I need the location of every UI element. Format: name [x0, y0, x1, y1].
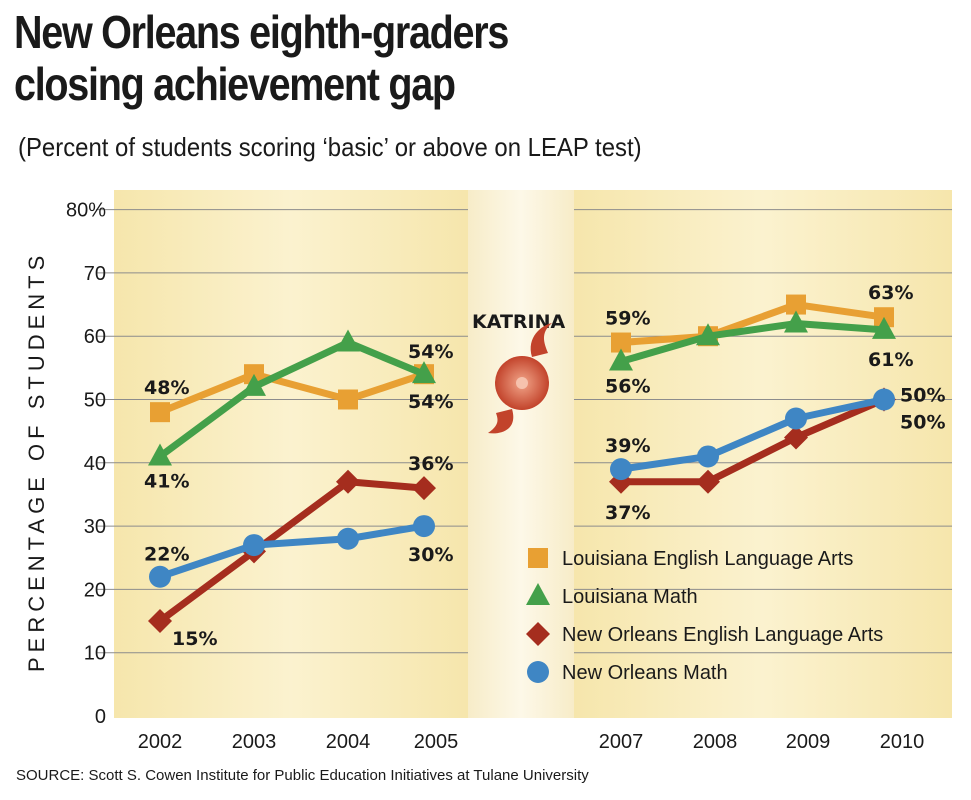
series-new-orleans-math — [149, 388, 895, 588]
x-tick-label: 2007 — [599, 731, 644, 753]
series-line — [157, 339, 426, 460]
data-label: 63% — [868, 282, 913, 304]
source-note: SOURCE: Scott S. Cowen Institute for Pub… — [16, 767, 589, 784]
data-label: 56% — [605, 376, 650, 398]
data-point — [338, 389, 358, 410]
data-point — [148, 609, 172, 634]
legend-marker — [528, 548, 548, 568]
data-point — [786, 294, 806, 315]
plot-panel-gap — [468, 190, 574, 718]
y-axis-label: PERCENTAGE OF STUDENTS — [24, 251, 49, 672]
chart-title: New Orleans eighth-graders closing achie… — [14, 6, 616, 110]
data-point — [336, 469, 360, 494]
data-point — [610, 458, 632, 481]
series-line — [158, 370, 426, 416]
data-point — [412, 476, 436, 501]
y-tick-label: 70 — [84, 263, 106, 285]
data-label: 41% — [144, 470, 189, 492]
legend-label: Louisiana English Language Arts — [562, 548, 853, 570]
legend-marker — [526, 622, 550, 646]
data-label: 61% — [868, 349, 913, 371]
data-point — [336, 329, 360, 352]
data-label: 54% — [408, 341, 453, 363]
x-tick-label: 2008 — [693, 731, 738, 753]
data-point — [149, 565, 171, 588]
data-label: 22% — [144, 544, 189, 566]
data-label: 54% — [408, 391, 453, 413]
x-tick-label: 2009 — [786, 731, 831, 753]
series-line — [620, 320, 885, 365]
chart-subtitle: (Percent of students scoring ‘basic’ or … — [18, 132, 642, 162]
series-louisiana-math — [148, 310, 896, 466]
data-label: 50% — [900, 412, 945, 434]
y-tick-label: 30 — [84, 516, 106, 538]
series-line — [620, 396, 885, 473]
x-tick-label: 2010 — [880, 731, 925, 753]
data-point — [785, 407, 807, 430]
data-labels: 48% 54% 59% 63% 41% 54% 56% 61% 15% 36% 37% 50% 22% 3… — [144, 282, 945, 650]
katrina-annotation: KATRINA — [472, 311, 566, 434]
gridlines — [96, 209, 952, 654]
series-line — [620, 301, 885, 347]
legend-label: New Orleans Math — [562, 662, 728, 684]
data-label: 15% — [172, 628, 217, 650]
data-label: 59% — [605, 308, 650, 330]
data-point — [696, 469, 720, 494]
legend-label: New Orleans English Language Arts — [562, 624, 883, 646]
series-line — [158, 522, 425, 581]
title-line-2: closing achievement gap — [14, 58, 456, 110]
data-label: 39% — [605, 435, 650, 457]
data-point — [148, 443, 172, 466]
y-tick-label: 20 — [84, 579, 106, 601]
hurricane-icon — [488, 323, 552, 434]
y-tick-label: 10 — [84, 643, 106, 665]
data-point — [873, 388, 895, 411]
y-tick-label: 80% — [66, 200, 106, 222]
data-point — [872, 316, 896, 339]
y-axis-ticks: 0 10 20 30 40 50 60 70 80% — [66, 200, 106, 728]
title-line-1: New Orleans eighth-graders — [14, 6, 509, 58]
katrina-label: KATRINA — [472, 311, 566, 333]
x-tick-label: 2005 — [414, 731, 459, 753]
legend: Louisiana English Language Arts Louisiana… — [526, 548, 883, 684]
legend-label: Louisiana Math — [562, 586, 698, 608]
series-layer — [148, 294, 896, 634]
data-point — [697, 445, 719, 468]
data-point — [242, 373, 266, 396]
data-point — [611, 332, 631, 353]
x-tick-label: 2004 — [326, 731, 371, 753]
data-label: 48% — [144, 377, 189, 399]
y-tick-label: 60 — [84, 326, 106, 348]
legend-marker — [527, 661, 549, 683]
data-label: 50% — [900, 385, 945, 407]
x-tick-label: 2003 — [232, 731, 277, 753]
data-label: 36% — [408, 453, 453, 475]
data-point — [784, 425, 808, 450]
series-line — [157, 478, 425, 624]
data-label: 37% — [605, 502, 650, 524]
legend-marker — [526, 583, 550, 605]
data-point — [150, 402, 170, 423]
data-point — [784, 310, 808, 333]
x-axis-ticks: 2002 2003 2004 2005 2007 2008 2009 2010 — [138, 731, 925, 753]
plot-panel-left — [114, 190, 468, 718]
data-point — [412, 361, 436, 384]
y-tick-label: 40 — [84, 453, 106, 475]
data-point — [243, 534, 265, 557]
data-point — [337, 527, 359, 550]
data-label: 30% — [408, 544, 453, 566]
y-tick-label: 0 — [95, 706, 106, 728]
series-line — [621, 396, 886, 486]
y-tick-label: 50 — [84, 390, 106, 412]
data-point — [413, 515, 435, 538]
x-tick-label: 2002 — [138, 731, 183, 753]
data-point — [609, 348, 633, 371]
data-point — [696, 323, 720, 346]
